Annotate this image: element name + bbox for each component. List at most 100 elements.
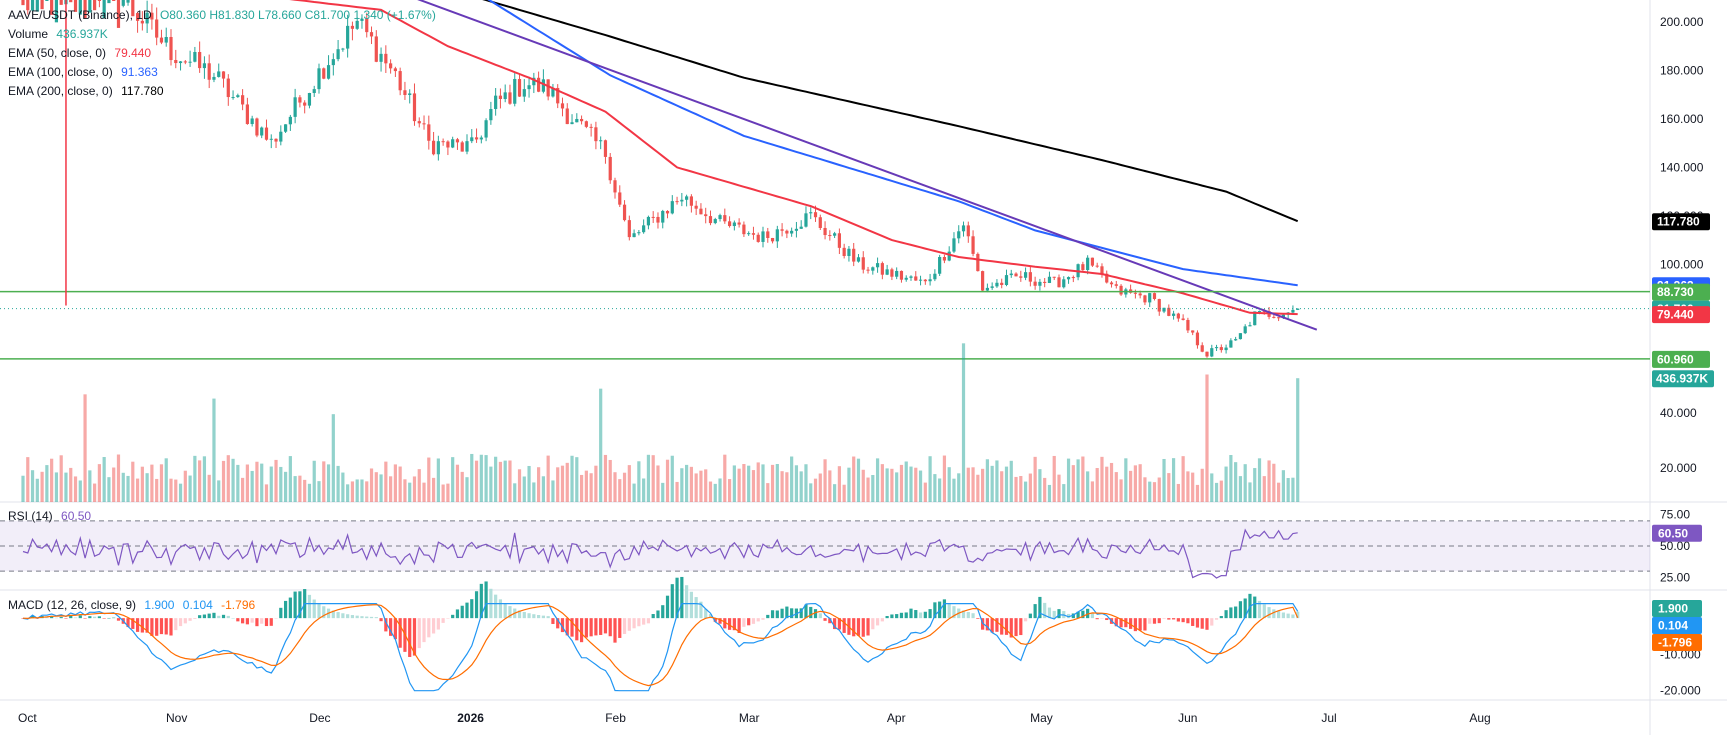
candle-body[interactable] [718,215,722,220]
candle-body[interactable] [231,97,235,99]
candle-body[interactable] [212,76,216,80]
candle-body[interactable] [155,19,159,38]
trendline[interactable] [381,0,1318,331]
candle-body[interactable] [116,0,121,28]
candle-body[interactable] [489,109,493,121]
rsi-line[interactable] [22,528,1298,579]
candle-body[interactable] [1086,257,1090,271]
candle-body[interactable] [517,78,522,97]
candle-body[interactable] [474,137,479,140]
candle-body[interactable] [126,0,130,3]
candle-body[interactable] [704,214,708,217]
candle-body[interactable] [346,25,350,49]
candle-body[interactable] [169,36,173,61]
candle-body[interactable] [1277,317,1281,319]
candle-body[interactable] [637,232,641,234]
candle-body[interactable] [694,205,698,209]
candle-body[interactable] [680,199,684,202]
candle-body[interactable] [355,20,359,29]
candle-body[interactable] [1296,308,1300,310]
ema50-legend[interactable]: EMA (50, close, 0) 79.440 [8,44,156,63]
candle-body[interactable] [813,212,818,218]
candle-body[interactable] [985,287,989,291]
candle-body[interactable] [1157,299,1161,312]
candle-body[interactable] [293,97,297,117]
candle-body[interactable] [1038,281,1042,286]
candle-body[interactable] [389,63,393,69]
candle-body[interactable] [885,269,889,275]
candle-body[interactable] [1019,276,1023,278]
candle-body[interactable] [756,234,760,242]
candle-body[interactable] [59,0,63,5]
candle-body[interactable] [589,126,593,128]
candle-body[interactable] [1281,314,1285,318]
candle-body[interactable] [1066,277,1071,280]
candle-body[interactable] [1133,292,1137,294]
candle-body[interactable] [685,196,689,200]
candle-body[interactable] [799,226,803,229]
candle-body[interactable] [981,271,985,291]
candle-body[interactable] [503,92,507,99]
candle-body[interactable] [465,141,469,152]
macd-line[interactable] [22,602,1299,692]
candle-body[interactable] [928,279,932,282]
candle-body[interactable] [708,216,713,224]
candle-body[interactable] [288,116,292,125]
candle-body[interactable] [622,204,627,221]
candle-body[interactable] [513,78,517,104]
candle-body[interactable] [1229,340,1233,348]
candle-body[interactable] [140,20,144,24]
candle-body[interactable] [723,215,727,222]
candle-body[interactable] [713,219,717,224]
candle-body[interactable] [914,276,918,281]
candle-body[interactable] [427,124,431,141]
candle-body[interactable] [852,248,856,262]
candle-body[interactable] [50,0,54,15]
candle-body[interactable] [131,0,135,17]
candle-body[interactable] [303,102,307,106]
candle-body[interactable] [317,68,321,90]
candle-body[interactable] [431,140,436,155]
candle-body[interactable] [331,59,335,66]
candle-body[interactable] [1033,281,1037,286]
candle-body[interactable] [923,279,927,282]
candle-body[interactable] [341,48,345,50]
candle-body[interactable] [971,236,975,254]
candle-body[interactable] [594,127,598,142]
candle-body[interactable] [1028,272,1032,282]
candle-body[interactable] [1210,348,1214,357]
candle-body[interactable] [198,51,202,69]
candle-body[interactable] [742,224,746,235]
candle-body[interactable] [780,229,784,231]
ema100-line[interactable] [462,0,1298,287]
candle-body[interactable] [556,87,560,104]
candle-body[interactable] [847,248,851,256]
candle-body[interactable] [1257,310,1262,312]
candle-body[interactable] [226,78,230,98]
candle-body[interactable] [436,141,440,155]
candle-body[interactable] [546,79,550,97]
candle-body[interactable] [785,230,789,234]
candle-body[interactable] [1224,347,1228,351]
candle-body[interactable] [1171,313,1176,316]
candle-body[interactable] [264,127,269,140]
candle-body[interactable] [336,49,340,60]
candle-body[interactable] [1090,257,1095,266]
candle-body[interactable] [93,0,97,11]
candle-body[interactable] [761,231,765,242]
candle-body[interactable] [1081,264,1085,271]
candle-body[interactable] [522,89,526,97]
candle-body[interactable] [732,222,736,227]
candle-body[interactable] [775,229,779,242]
candle-body[interactable] [97,0,101,1]
candle-body[interactable] [727,221,732,227]
ema200-legend[interactable]: EMA (200, close, 0) 117.780 [8,82,169,101]
candle-body[interactable] [1057,277,1061,288]
candle-body[interactable] [1186,319,1190,331]
candle-body[interactable] [221,71,226,79]
candle-body[interactable] [632,233,636,238]
candle-body[interactable] [1238,333,1243,340]
candle-body[interactable] [1143,295,1147,303]
candle-body[interactable] [823,227,827,236]
candle-body[interactable] [947,251,951,261]
